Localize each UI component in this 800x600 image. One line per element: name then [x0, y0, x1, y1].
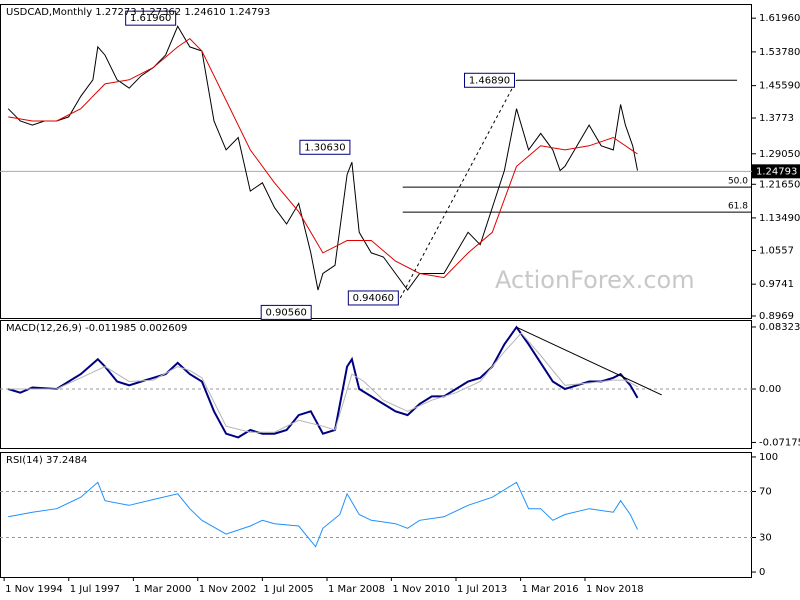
x-tick-label: 1 Nov 2010: [392, 584, 450, 595]
x-tick-label: 1 Nov 2002: [199, 584, 257, 595]
annotation-box: [464, 72, 516, 88]
y-tick-label: 0.9741: [759, 279, 794, 290]
series-line: [8, 332, 638, 433]
x-tick-label: 1 Jul 2013: [457, 584, 507, 595]
panel-frame: [0, 320, 752, 449]
panel-title: MACD(12,26,9) -0.011985 0.002609: [6, 323, 187, 334]
x-tick-label: 1 Jul 1997: [70, 584, 120, 595]
y-tick-label: 0.083235: [759, 322, 800, 333]
series-line: [8, 481, 638, 548]
annotation-label: 0.90560: [266, 307, 307, 318]
annotation-box: [260, 304, 312, 320]
y-tick-label: 1.0557: [759, 246, 794, 257]
series-line: [7, 325, 639, 439]
fib-label: 61.8: [728, 202, 748, 212]
y-tick-label: 1.29050: [759, 149, 800, 160]
current-price-label: 1.24793: [756, 166, 797, 177]
panel-frame: [0, 452, 752, 578]
macd-trendline: [516, 326, 662, 396]
y-tick-label: 1.53780: [759, 47, 800, 58]
trend-line: [399, 80, 517, 299]
series-line: [7, 25, 638, 291]
y-tick-label: 0.00: [759, 384, 781, 395]
y-tick-label: 1.13490: [759, 213, 800, 224]
annotation-label: 1.61960: [130, 13, 171, 24]
panel-frame: [0, 4, 752, 319]
y-tick-label: 1.21650: [759, 179, 800, 190]
y-tick-label: 0.8969: [759, 311, 794, 322]
x-tick-label: 1 Mar 2000: [134, 584, 191, 595]
x-tick-label: 1 Jul 2005: [263, 584, 313, 595]
current-price-box: [752, 164, 800, 179]
x-tick-label: 1 Nov 1994: [5, 584, 63, 595]
y-tick-label: 1.61960: [759, 13, 800, 24]
watermark: ActionForex.com: [495, 266, 695, 294]
y-tick-label: 0: [759, 567, 765, 578]
annotation-box: [299, 139, 351, 155]
y-tick-label: 70: [759, 486, 772, 497]
x-tick-label: 1 Mar 2016: [522, 584, 579, 595]
y-tick-label: -0.071752: [759, 437, 800, 448]
series-line: [8, 37, 638, 279]
panel-title: RSI(14) 37.2484: [6, 455, 87, 466]
annotation-label: 0.94060: [353, 293, 394, 304]
annotation-label: 1.46890: [469, 75, 510, 86]
y-tick-label: 1.3773: [759, 113, 794, 124]
annotation-box: [125, 10, 177, 26]
x-tick-label: 1 Nov 2018: [586, 584, 644, 595]
y-tick-label: 30: [759, 533, 772, 544]
annotation-label: 1.30630: [304, 142, 345, 153]
y-tick-label: 100: [759, 452, 778, 463]
panel-title: USDCAD,Monthly 1.27273 1.27362 1.24610 1…: [6, 7, 270, 18]
annotation-box: [347, 290, 399, 306]
y-tick-label: 1.45590: [759, 81, 800, 92]
fib-label: 50.0: [728, 177, 748, 187]
x-tick-label: 1 Mar 2008: [328, 584, 385, 595]
